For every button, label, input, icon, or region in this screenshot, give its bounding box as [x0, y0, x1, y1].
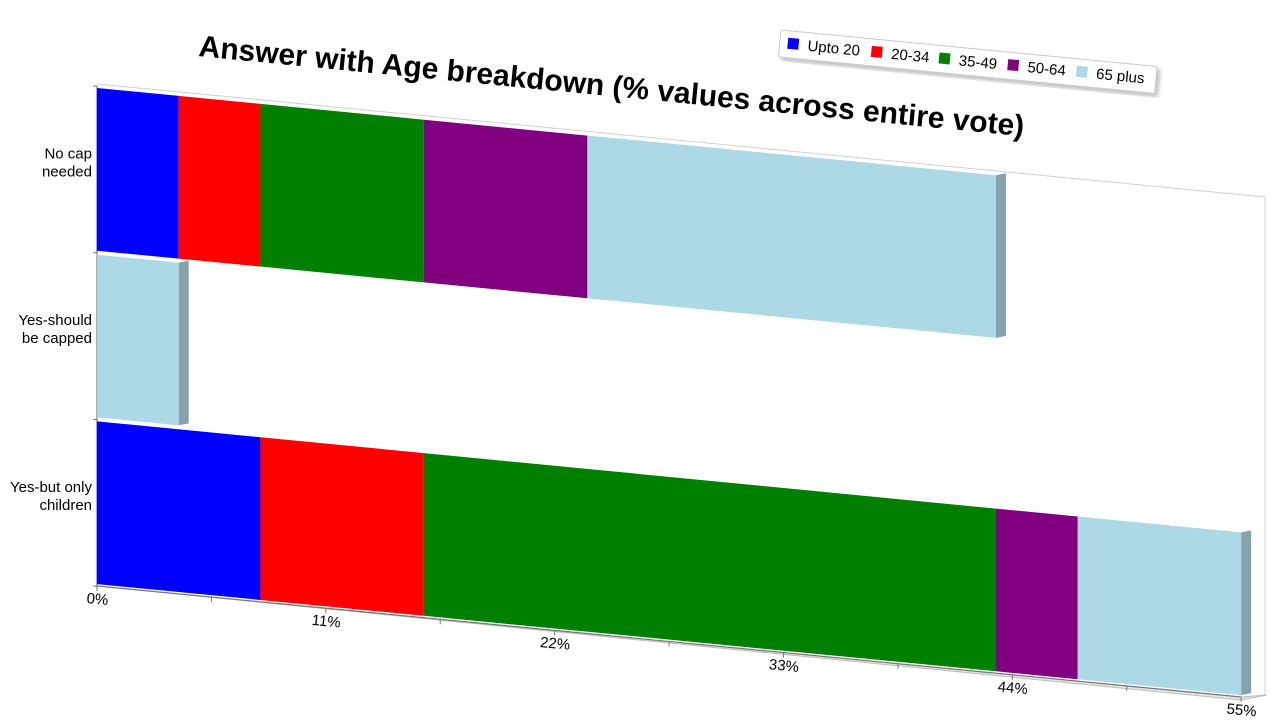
legend-label: 65 plus — [1095, 66, 1145, 88]
plot-frame-top — [96, 83, 1266, 198]
category-label: Yes-but only — [10, 479, 93, 496]
legend-label: 50-64 — [1027, 59, 1067, 80]
legend-swatch — [938, 52, 951, 65]
legend-items: Upto 20 20-34 35-49 50-64 65 plus — [787, 37, 1145, 88]
x-tick-label: 11% — [311, 612, 341, 632]
bar-row-yes-should-be-capped — [97, 254, 189, 426]
legend-label: 20-34 — [890, 46, 930, 67]
bars — [97, 88, 1252, 696]
category-label: children — [39, 497, 92, 514]
bar-row-no-cap-needed — [97, 88, 1006, 338]
category-label: be capped — [22, 330, 92, 347]
bar-50-64-yes-but-only-children — [995, 508, 1078, 680]
category-label: Yes-should — [18, 312, 92, 329]
x-tick-label: 33% — [768, 656, 800, 676]
category-label: No cap — [44, 145, 92, 162]
legend-swatch — [1007, 59, 1020, 72]
legend: Upto 20 20-34 35-49 50-64 65 plus — [778, 29, 1158, 94]
bar-35-49-no-cap-needed — [260, 103, 424, 283]
bar-20-34-no-cap-needed — [178, 95, 261, 267]
bar-side-yes-should-be-capped — [178, 260, 189, 426]
legend-item-upto-20: Upto 20 — [787, 37, 861, 60]
bar-50-64-no-cap-needed — [423, 119, 588, 299]
bar-20-34-yes-but-only-children — [260, 437, 424, 616]
x-tick-label: 0% — [86, 590, 109, 609]
legend-swatch — [787, 37, 800, 50]
bar-side-no-cap-needed — [995, 173, 1006, 338]
x-axis-ticks: 0% 11% 22% 33% 44% 55% — [86, 586, 1258, 720]
legend-item-50-64: 50-64 — [1007, 59, 1067, 80]
x-tick-label: 22% — [539, 634, 571, 654]
bar-row-yes-but-only-children — [97, 421, 1252, 696]
legend-item-65-plus: 65 plus — [1075, 65, 1145, 88]
x-tick-label: 55% — [1226, 701, 1258, 720]
bar-upto-20-no-cap-needed — [97, 88, 179, 259]
bar-upto-20-yes-but-only-children — [97, 421, 261, 600]
legend-label: Upto 20 — [807, 38, 861, 60]
category-label: needed — [42, 163, 92, 180]
legend-item-20-34: 20-34 — [870, 45, 930, 67]
bar-35-49-yes-but-only-children — [423, 453, 996, 672]
bar-65-plus-no-cap-needed — [587, 135, 996, 338]
legend-item-35-49: 35-49 — [938, 52, 998, 73]
bar-65-plus-yes-but-only-children — [1077, 516, 1242, 696]
bar-side-yes-but-only-children — [1241, 530, 1252, 696]
legend-swatch — [1075, 65, 1088, 78]
legend-label: 35-49 — [958, 52, 998, 73]
legend-box — [778, 29, 1158, 94]
legend-swatch — [870, 45, 883, 58]
bar-65-plus-yes-should-be-capped — [97, 254, 179, 426]
x-tick-label: 44% — [997, 678, 1029, 698]
y-axis-ticks — [93, 85, 97, 587]
